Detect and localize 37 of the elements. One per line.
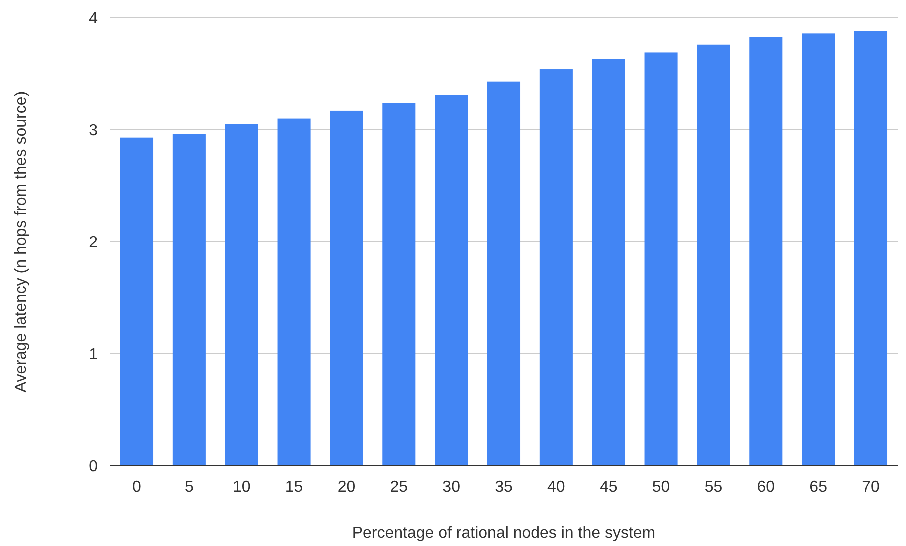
y-tick-label: 2 — [89, 234, 98, 252]
bar — [225, 124, 258, 466]
bar — [330, 110, 364, 466]
x-tick-label: 5 — [184, 479, 194, 496]
x-tick-label: 60 — [757, 479, 776, 496]
bar — [172, 134, 206, 466]
bar — [697, 44, 730, 466]
x-tick-label: 55 — [704, 479, 723, 496]
bar — [487, 82, 521, 466]
bar — [540, 70, 573, 466]
bar — [802, 34, 836, 466]
bar — [644, 52, 678, 466]
x-tick-label: 15 — [285, 479, 304, 496]
bar — [120, 138, 154, 466]
x-tick-label: 70 — [862, 479, 880, 496]
y-tick-label: 3 — [89, 122, 98, 140]
bar — [435, 95, 468, 466]
x-tick-label: 45 — [600, 479, 618, 496]
x-tick-label: 40 — [548, 479, 566, 496]
bar — [854, 31, 888, 466]
bar — [592, 59, 626, 466]
x-tick-label: 20 — [338, 479, 356, 496]
y-tick-label: 4 — [89, 10, 98, 28]
x-tick-label: 25 — [390, 479, 408, 496]
x-tick-label: 65 — [810, 479, 828, 496]
y-tick-label: 1 — [89, 346, 98, 364]
x-tick-label: 50 — [652, 479, 670, 496]
x-axis-title: Percentage of rational nodes in the system — [352, 525, 656, 542]
bar — [278, 118, 311, 466]
bar — [382, 103, 416, 466]
x-tick-label: 10 — [232, 479, 251, 496]
x-tick-label: 35 — [495, 479, 513, 496]
x-tick-label: 30 — [442, 479, 461, 496]
y-axis-title: Average latency (n hops from thes source) — [13, 91, 30, 393]
y-tick-label: 0 — [89, 458, 98, 476]
x-tick-label: 0 — [132, 479, 142, 496]
bar — [750, 37, 783, 466]
